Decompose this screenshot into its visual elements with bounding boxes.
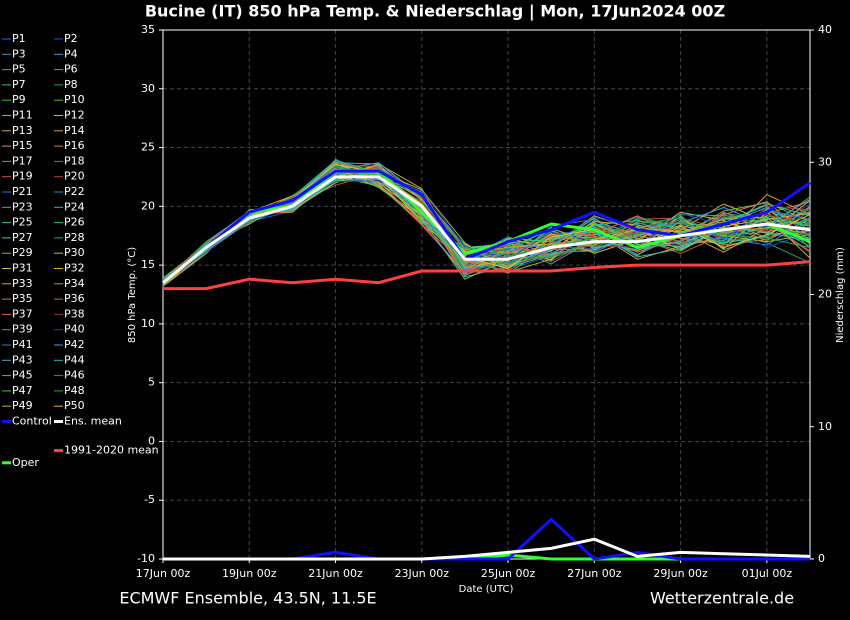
y-tick-label: 30 <box>141 82 155 95</box>
legend-label: P35 <box>12 292 33 305</box>
legend-label: P32 <box>64 262 85 275</box>
legend-label: P10 <box>64 93 85 106</box>
legend-label: Ens. mean <box>64 415 122 428</box>
y-tick-label: 25 <box>141 141 155 154</box>
y2-tick-label: 0 <box>818 552 825 565</box>
legend-label: P34 <box>64 277 85 290</box>
legend-label: P18 <box>64 154 85 167</box>
legend-label: P17 <box>12 154 33 167</box>
y-tick-label: 15 <box>141 258 155 271</box>
y-tick-label: -5 <box>144 493 155 506</box>
legend-label: P38 <box>64 307 85 320</box>
legend-label: Control <box>12 415 52 428</box>
legend-label: P33 <box>12 277 33 290</box>
legend-label: P46 <box>64 369 85 382</box>
legend-label: P7 <box>12 78 26 91</box>
legend-label: P29 <box>12 246 33 259</box>
x-tick-label: 19Jun 00z <box>222 567 277 580</box>
temp-line <box>163 260 811 291</box>
y-tick-label: 5 <box>148 376 155 389</box>
x-tick-label: 29Jun 00z <box>653 567 708 580</box>
y2-tick-label: 40 <box>818 23 832 36</box>
legend-label: P11 <box>12 109 33 122</box>
legend-label: P49 <box>12 399 33 412</box>
y-axis-label: 850 hPa Temp. (°C) <box>127 247 138 343</box>
legend-label: P48 <box>64 384 85 397</box>
x-tick-label: 17Jun 00z <box>136 567 191 580</box>
temp-line <box>162 175 811 284</box>
y2-tick-label: 10 <box>818 420 832 433</box>
y2-axis-label: Niederschlag (mm) <box>835 247 846 343</box>
legend-label: P6 <box>64 63 78 76</box>
footer-right: Wetterzentrale.de <box>650 589 794 608</box>
legend-label: P47 <box>12 384 33 397</box>
plot-frame <box>162 29 811 560</box>
y-tick-label: -10 <box>137 552 155 565</box>
legend-label: P25 <box>12 216 33 229</box>
legend-label: P37 <box>12 307 33 320</box>
legend-label: P39 <box>12 323 33 336</box>
legend-label: P22 <box>64 185 85 198</box>
x-tick-label: 27Jun 00z <box>567 567 622 580</box>
footer-left: ECMWF Ensemble, 43.5N, 11.5E <box>119 589 376 608</box>
x-tick-label: 23Jun 00z <box>395 567 450 580</box>
y-tick-label: 0 <box>148 434 155 447</box>
legend-label: P23 <box>12 200 33 213</box>
temp-line <box>162 174 811 285</box>
legend-label: P28 <box>64 231 85 244</box>
legend-label: P31 <box>12 262 33 275</box>
chart-title: Bucine (IT) 850 hPa Temp. & Niederschlag… <box>145 2 725 22</box>
y2-tick-label: 20 <box>818 288 832 301</box>
y-tick-label: 10 <box>141 317 155 330</box>
x-tick-label: 01Jul 00z <box>742 567 793 580</box>
y2-tick-label: 30 <box>818 155 832 168</box>
legend-label: P2 <box>64 32 78 45</box>
legend-label: P16 <box>64 139 85 152</box>
legend-label: 1991-2020 mean <box>64 444 159 457</box>
legend-label: P45 <box>12 369 33 382</box>
legend-label: P44 <box>64 353 85 366</box>
legend-label: P19 <box>12 170 33 183</box>
legend-label: P5 <box>12 63 26 76</box>
legend-label: P14 <box>64 124 85 137</box>
y-tick-label: 20 <box>141 199 155 212</box>
legend-label: P9 <box>12 93 26 106</box>
legend-label: P42 <box>64 338 85 351</box>
x-tick-label: 21Jun 00z <box>308 567 363 580</box>
legend-label: P21 <box>12 185 33 198</box>
legend-label: P12 <box>64 109 85 122</box>
legend-label: P26 <box>64 216 85 229</box>
legend-label: P27 <box>12 231 33 244</box>
legend-label: P30 <box>64 246 85 259</box>
legend-label: P8 <box>64 78 78 91</box>
legend-label: P3 <box>12 47 26 60</box>
temp-line <box>162 169 811 284</box>
legend-label: P41 <box>12 338 33 351</box>
legend-label: P40 <box>64 323 85 336</box>
legend-label: P24 <box>64 200 85 213</box>
legend-label: P43 <box>12 353 33 366</box>
x-axis-label: Date (UTC) <box>459 584 514 595</box>
legend-label: P15 <box>12 139 33 152</box>
legend-label: P1 <box>12 32 26 45</box>
legend-label: P13 <box>12 124 33 137</box>
x-tick-label: 25Jun 00z <box>481 567 536 580</box>
temp-line <box>162 174 811 285</box>
legend-label: P50 <box>64 399 85 412</box>
y-tick-label: 35 <box>141 23 155 36</box>
legend-label: P36 <box>64 292 85 305</box>
legend-label: Oper <box>12 456 39 469</box>
legend-label: P4 <box>64 47 78 60</box>
precip-line <box>163 537 811 561</box>
legend-label: P20 <box>64 170 85 183</box>
